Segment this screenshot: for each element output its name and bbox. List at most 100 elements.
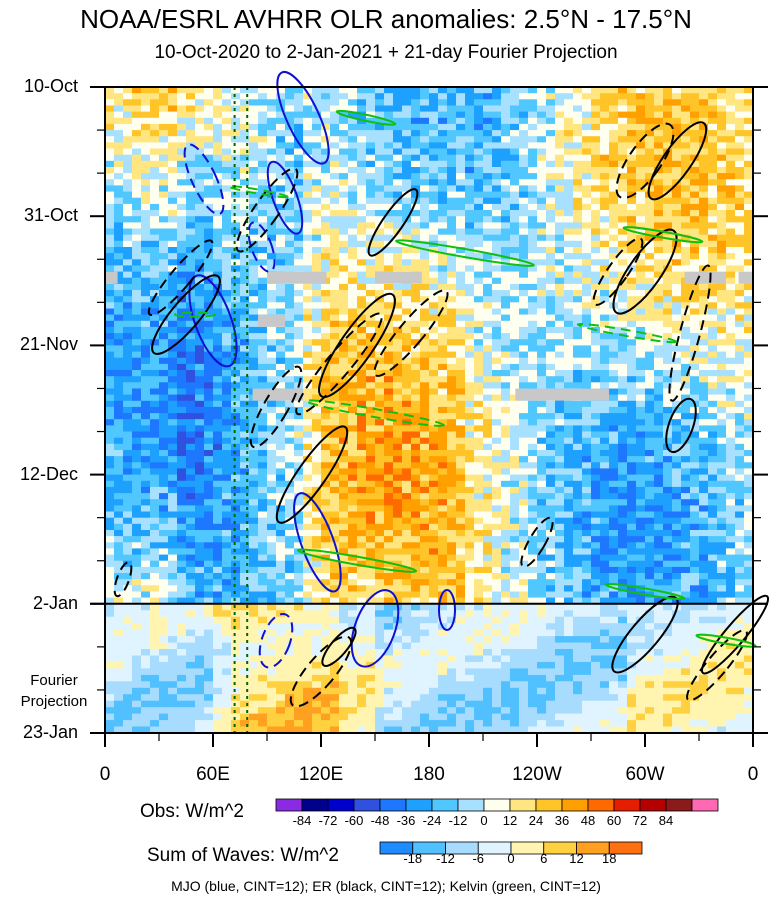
obs-anomaly-cell (438, 419, 448, 426)
obs-anomaly-cell (555, 290, 565, 297)
obs-anomaly-cell (564, 419, 574, 426)
obs-anomaly-cell (186, 419, 196, 426)
obs-anomaly-cell (546, 87, 556, 94)
obs-anomaly-cell (618, 179, 628, 187)
obs-anomaly-cell (159, 203, 169, 211)
obs-anomaly-cell (474, 179, 484, 187)
obs-anomaly-cell (555, 419, 565, 426)
obs-anomaly-cell (123, 265, 133, 273)
obs-anomaly-cell (105, 117, 115, 125)
obs-anomaly-cell (555, 130, 565, 137)
obs-anomaly-cell (321, 296, 331, 303)
obs-anomaly-cell (411, 117, 421, 125)
obs-anomaly-cell (303, 197, 313, 205)
obs-anomaly-cell (141, 191, 151, 199)
obs-anomaly-cell (141, 265, 151, 273)
obs-anomaly-cell (114, 437, 124, 445)
obs-anomaly-cell (249, 105, 259, 113)
obs-anomaly-cell (438, 167, 448, 174)
obs-anomaly-cell (663, 382, 673, 390)
obs-anomaly-cell (366, 320, 376, 328)
obs-anomaly-cell (249, 400, 259, 408)
obs-anomaly-cell (222, 425, 232, 433)
obs-anomaly-cell (465, 185, 475, 193)
obs-anomaly-cell (114, 400, 124, 408)
obs-anomaly-cell (321, 413, 331, 420)
obs-anomaly-cell (663, 320, 673, 328)
obs-anomaly-cell (726, 130, 736, 137)
obs-anomaly-cell (492, 111, 502, 119)
obs-anomaly-cell (240, 271, 250, 279)
obs-anomaly-cell (519, 382, 529, 390)
obs-anomaly-cell (465, 413, 475, 420)
obs-anomaly-cell (474, 382, 484, 390)
obs-anomaly-cell (258, 505, 268, 513)
obs-anomaly-cell (240, 320, 250, 328)
obs-anomaly-cell (285, 339, 295, 346)
obs-anomaly-cell (213, 203, 223, 211)
obs-anomaly-cell (114, 173, 124, 180)
obs-anomaly-cell (393, 320, 403, 328)
obs-anomaly-cell (357, 283, 367, 291)
obs-anomaly-cell (582, 499, 592, 506)
obs-anomaly-cell (204, 160, 214, 168)
obs-anomaly-cell (600, 437, 610, 445)
obs-anomaly-cell (429, 216, 439, 223)
obs-anomaly-cell (582, 148, 592, 156)
obs-anomaly-cell (150, 277, 160, 285)
obs-anomaly-cell (321, 333, 331, 340)
obs-anomaly-cell (600, 154, 610, 162)
obs-anomaly-cell (735, 486, 745, 494)
obs-anomaly-cell (708, 376, 718, 383)
obs-anomaly-cell (339, 474, 349, 482)
obs-anomaly-cell (690, 222, 700, 230)
obs-anomaly-cell (654, 234, 664, 242)
obs-anomaly-cell (141, 290, 151, 297)
obs-anomaly-cell (393, 357, 403, 365)
obs-anomaly-cell (141, 302, 151, 310)
obs-anomaly-cell (150, 197, 160, 205)
obs-anomaly-cell (645, 326, 655, 334)
obs-anomaly-cell (483, 154, 493, 162)
obs-anomaly-cell (636, 142, 646, 150)
obs-anomaly-cell (105, 148, 115, 156)
obs-anomaly-cell (555, 351, 565, 359)
obs-anomaly-cell (357, 431, 367, 439)
obs-anomaly-cell (276, 234, 286, 242)
obs-anomaly-cell (663, 210, 673, 217)
obs-anomaly-cell (564, 480, 574, 488)
obs-anomaly-cell (276, 431, 286, 439)
obs-anomaly-cell (312, 431, 322, 439)
obs-anomaly-cell (528, 406, 538, 414)
obs-anomaly-cell (312, 210, 322, 217)
obs-anomaly-cell (321, 351, 331, 359)
obs-anomaly-cell (483, 370, 493, 377)
obs-anomaly-cell (231, 443, 241, 451)
obs-anomaly-cell (294, 462, 304, 470)
obs-anomaly-cell (645, 376, 655, 383)
obs-anomaly-cell (294, 240, 304, 248)
obs-anomaly-cell (240, 87, 250, 94)
obs-anomaly-cell (411, 123, 421, 131)
obs-anomaly-cell (132, 308, 142, 316)
obs-anomaly-cell (321, 400, 331, 408)
obs-anomaly-cell (294, 142, 304, 150)
obs-anomaly-cell (582, 290, 592, 297)
obs-anomaly-cell (231, 462, 241, 470)
obs-anomaly-cell (276, 154, 286, 162)
obs-anomaly-cell (636, 462, 646, 470)
obs-anomaly-cell (195, 400, 205, 408)
obs-anomaly-cell (717, 142, 727, 150)
obs-anomaly-cell (555, 216, 565, 223)
obs-anomaly-cell (168, 468, 178, 476)
obs-anomaly-cell (438, 351, 448, 359)
obs-anomaly-cell (456, 99, 466, 107)
obs-anomaly-cell (735, 314, 745, 322)
obs-anomaly-cell (177, 468, 187, 476)
obs-anomaly-cell (357, 136, 367, 143)
obs-anomaly-cell (546, 148, 556, 156)
obs-anomaly-cell (141, 431, 151, 439)
obs-anomaly-cell (258, 511, 268, 519)
obs-anomaly-cell (717, 314, 727, 322)
obs-anomaly-cell (528, 234, 538, 242)
